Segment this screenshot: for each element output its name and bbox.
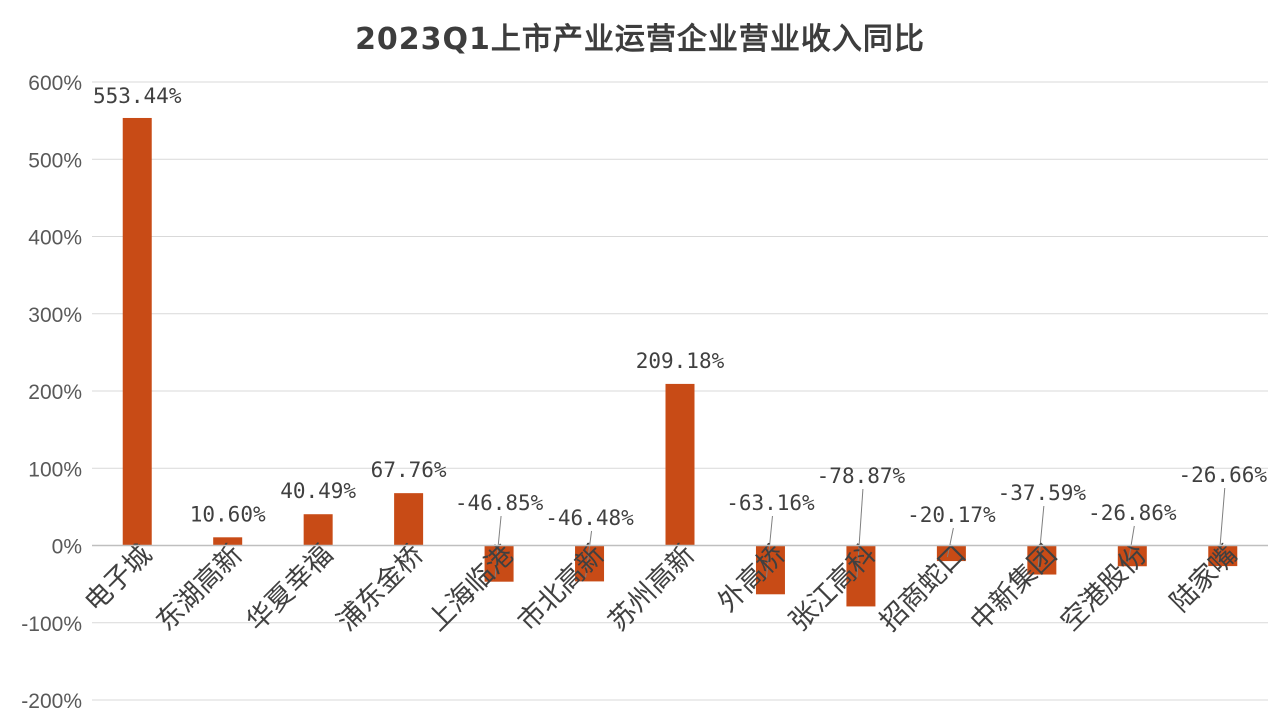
bar	[575, 545, 605, 582]
y-tick-label: -100%	[21, 613, 82, 636]
leader-line	[1127, 525, 1135, 563]
y-tick-label: -200%	[21, 690, 82, 713]
bar	[1117, 545, 1147, 567]
data-label: -63.16%	[726, 491, 815, 515]
category-label: 陆家嘴	[1165, 539, 1244, 618]
leader-line	[1218, 487, 1226, 563]
data-label: -26.86%	[1088, 501, 1177, 525]
data-label: 209.18%	[636, 349, 725, 373]
data-label: -37.59%	[998, 481, 1087, 505]
bar	[1208, 545, 1238, 567]
leader-line	[494, 515, 502, 578]
bar	[665, 383, 695, 546]
y-tick-label: 100%	[28, 458, 82, 481]
y-tick-label: 200%	[28, 381, 82, 404]
leader-line	[946, 527, 954, 558]
leader-line	[856, 488, 864, 578]
leader-line	[1037, 505, 1045, 571]
y-tick-label: 300%	[28, 304, 82, 327]
data-label: 10.60%	[190, 502, 266, 526]
category-label: 电子城	[79, 539, 158, 618]
y-tick-label: 600%	[28, 72, 82, 95]
chart-title: 2023Q1上市产业运营企业营业收入同比	[355, 22, 925, 57]
y-tick-label: 400%	[28, 227, 82, 250]
data-label: -46.48%	[545, 506, 634, 530]
bar	[936, 545, 966, 562]
data-label: 67.76%	[371, 458, 447, 482]
leader-line	[585, 530, 593, 578]
data-label: 40.49%	[280, 479, 356, 503]
bar	[846, 545, 876, 607]
data-label: -46.85%	[455, 491, 544, 515]
bar	[484, 545, 514, 582]
data-label: -78.87%	[817, 464, 906, 488]
data-label: -26.66%	[1179, 463, 1268, 487]
bar	[1027, 545, 1057, 575]
leader-line	[765, 515, 773, 578]
y-tick-label: 500%	[28, 149, 82, 172]
bar	[394, 493, 424, 546]
y-tick-label: 0%	[52, 536, 82, 559]
bar	[122, 117, 152, 546]
bar	[755, 545, 785, 595]
bar	[303, 514, 333, 546]
data-label: -20.17%	[907, 503, 996, 527]
bar	[213, 537, 243, 546]
data-label: 553.44%	[93, 84, 182, 108]
